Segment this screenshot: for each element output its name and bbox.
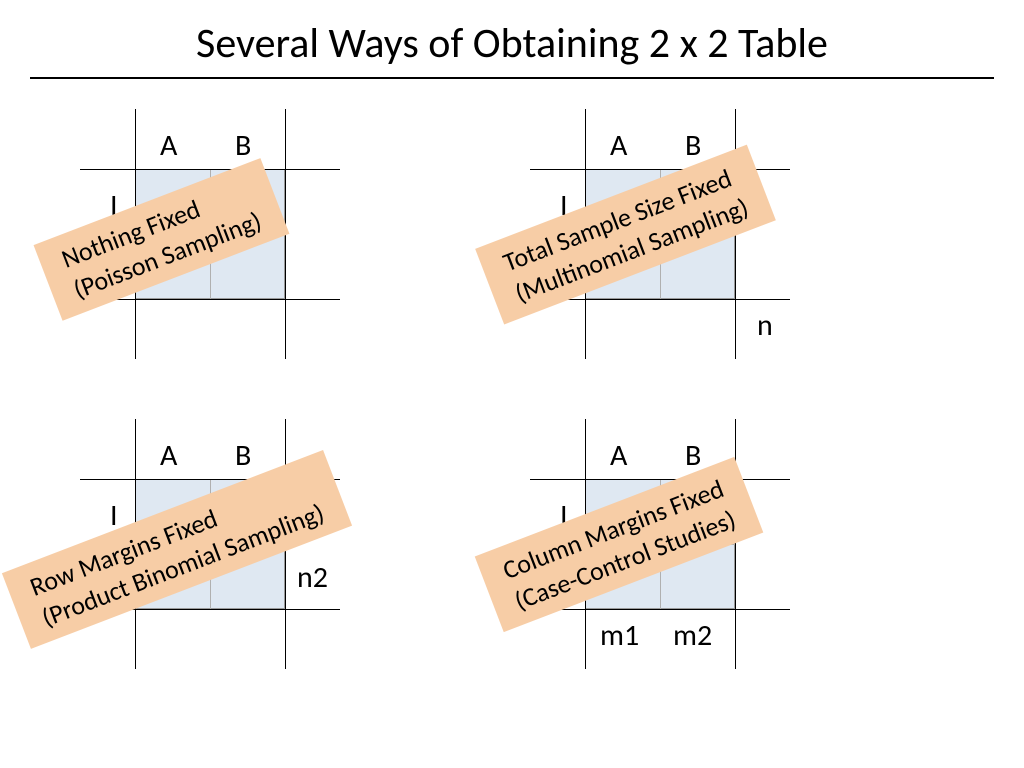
guide-h-top xyxy=(80,169,340,170)
col-header-b: B xyxy=(685,437,701,474)
col-margin-2: m2 xyxy=(673,617,712,654)
col-header-b: B xyxy=(235,127,251,164)
col-header-a: A xyxy=(160,437,177,474)
col-header-a: A xyxy=(610,437,627,474)
guide-h-bottom xyxy=(530,609,790,610)
col-header-b: B xyxy=(235,437,251,474)
panel-top-right: A B I II n Total Sample Size Fixed (Mult… xyxy=(510,109,820,369)
guide-v-right xyxy=(735,419,736,669)
grand-total: n xyxy=(757,307,773,344)
col-header-a: A xyxy=(160,127,177,164)
col-header-a: A xyxy=(610,127,627,164)
panel-bottom-right: A B I II m1 m2 Column Margins Fixed (Cas… xyxy=(510,419,820,679)
col-margin-1: m1 xyxy=(600,617,639,654)
row-margin-2: n2 xyxy=(297,559,328,596)
page-title: Several Ways of Obtaining 2 x 2 Table xyxy=(0,0,1024,77)
guide-h-top xyxy=(530,479,790,480)
title-underline xyxy=(30,77,994,79)
panel-bottom-left: A B I II n1 n2 Row Margins Fixed (Produc… xyxy=(60,419,370,679)
col-header-b: B xyxy=(685,127,701,164)
guide-h-bottom xyxy=(80,299,340,300)
panel-top-left: A B I II Nothing Fixed (Poisson Sampling… xyxy=(60,109,370,369)
panels-grid: A B I II Nothing Fixed (Poisson Sampling… xyxy=(0,89,1024,729)
